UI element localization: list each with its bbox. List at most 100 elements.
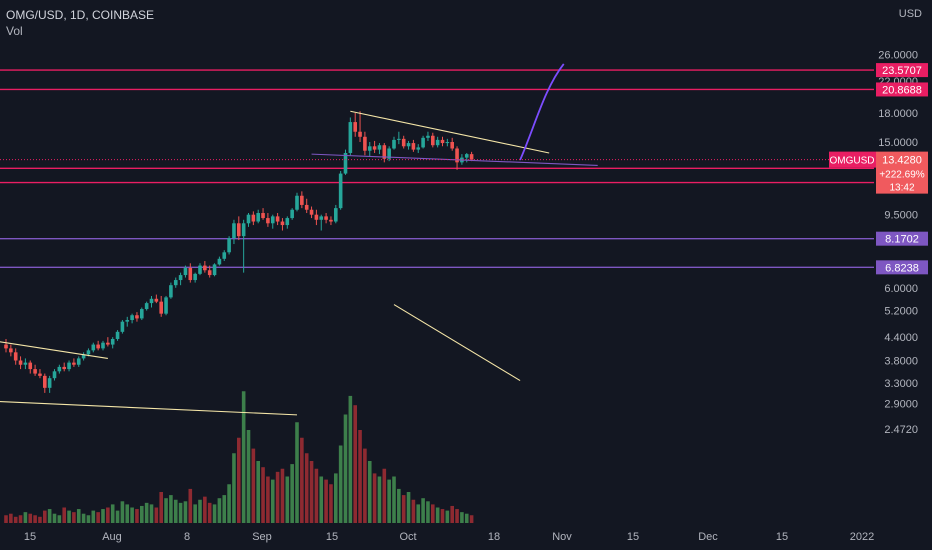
- volume-bar: [149, 504, 154, 523]
- candle-body: [72, 362, 76, 365]
- candle-body: [164, 297, 168, 314]
- volume-bar: [164, 498, 168, 523]
- volume-bar: [329, 484, 333, 523]
- volume-bar: [241, 391, 246, 523]
- volume-bar: [67, 510, 71, 523]
- candle-body: [358, 131, 362, 137]
- volume-bar: [319, 476, 324, 523]
- volume-bar: [91, 510, 96, 523]
- volume-bar: [169, 495, 173, 523]
- volume-bar: [28, 513, 33, 523]
- candle-body: [275, 216, 280, 222]
- candle-body: [464, 154, 469, 158]
- volume-bar: [290, 464, 294, 523]
- drawings: [0, 63, 598, 416]
- price-axis[interactable]: 26.000022.000018.000015.00009.50006.0000…: [876, 49, 928, 436]
- y-tick-label: 26.0000: [878, 49, 918, 61]
- trendline: [393, 304, 521, 382]
- volume-bar: [421, 498, 425, 523]
- candle-body: [76, 358, 81, 365]
- candle-body: [266, 218, 270, 224]
- x-tick-label: 8: [184, 531, 190, 543]
- candle-body: [67, 362, 71, 370]
- volume-bar: [401, 495, 406, 523]
- volume-bar: [266, 476, 270, 523]
- candle-body: [367, 146, 372, 151]
- candle-body: [382, 145, 387, 159]
- volume-bar: [72, 512, 76, 523]
- candle-body: [329, 219, 333, 222]
- candle-body: [13, 352, 18, 361]
- candle-body: [237, 223, 241, 237]
- candle-body: [227, 238, 231, 253]
- volume-bar: [256, 461, 260, 523]
- currency-label[interactable]: USD: [898, 8, 922, 20]
- volume-bars: [4, 391, 474, 523]
- candle-body: [120, 321, 125, 332]
- volume-bar: [222, 495, 227, 523]
- candle-body: [304, 204, 309, 210]
- y-tick-label: 6.0000: [884, 283, 918, 295]
- level-tag: [876, 82, 928, 97]
- candle-body: [57, 366, 62, 372]
- level-tag-label: 8.1702: [885, 234, 919, 246]
- candle-body: [450, 142, 454, 149]
- volume-bar: [246, 430, 251, 523]
- volume-bar: [251, 448, 256, 523]
- candle-body: [445, 142, 450, 144]
- candle-body: [178, 275, 183, 281]
- volume-bar: [96, 512, 100, 523]
- volume-bar: [23, 512, 28, 523]
- candle-body: [431, 135, 435, 146]
- level-tag: [876, 231, 928, 246]
- candle-body: [319, 216, 324, 220]
- candle-body: [173, 280, 178, 286]
- candle-body: [401, 138, 406, 147]
- volume-bar: [154, 507, 159, 523]
- x-tick-label: Nov: [552, 531, 572, 543]
- candle-body: [18, 360, 23, 365]
- volume-bar: [343, 414, 348, 523]
- volume-bar: [261, 467, 265, 523]
- candle-body: [387, 148, 391, 159]
- volume-bar: [426, 501, 430, 523]
- volume-bar: [324, 479, 328, 523]
- projection-curve: [519, 63, 565, 161]
- volume-bar: [280, 468, 285, 523]
- volume-bar: [198, 499, 202, 523]
- volume-bar: [406, 492, 411, 523]
- candle-body: [207, 270, 212, 276]
- candle-body: [251, 214, 256, 222]
- volume-bar: [193, 504, 197, 523]
- volume-bar: [52, 513, 57, 523]
- symbol-tag: [829, 151, 876, 168]
- volume-bar: [130, 507, 134, 523]
- volume-bar: [57, 515, 62, 523]
- volume-bar: [450, 505, 454, 523]
- candle-body: [149, 298, 154, 304]
- volume-bar: [440, 509, 445, 523]
- candle-body: [353, 122, 357, 132]
- volume-bar: [144, 502, 149, 523]
- volume-bar: [47, 509, 52, 523]
- x-tick-label: 2022: [850, 531, 874, 543]
- candle-body: [372, 146, 377, 150]
- candle-body: [416, 147, 421, 150]
- candle-body: [23, 362, 28, 365]
- candle-body: [426, 135, 430, 138]
- volume-bar: [188, 488, 193, 523]
- x-tick-label: 15: [24, 531, 36, 543]
- candle-body: [435, 139, 440, 146]
- volume-bar: [392, 476, 396, 523]
- candle-body: [217, 258, 222, 265]
- volume-bar: [445, 510, 450, 523]
- time-axis[interactable]: 15 Aug 8 Sep 15 Oct 18 Nov 15 Dec 15 2022: [24, 531, 874, 543]
- volume-bar: [304, 453, 309, 523]
- candle-body: [101, 342, 105, 349]
- candle-body: [86, 350, 91, 355]
- volume-bar: [309, 461, 314, 523]
- volume-label: Vol: [6, 24, 23, 38]
- candle-body: [334, 208, 338, 222]
- candle-body: [241, 223, 246, 237]
